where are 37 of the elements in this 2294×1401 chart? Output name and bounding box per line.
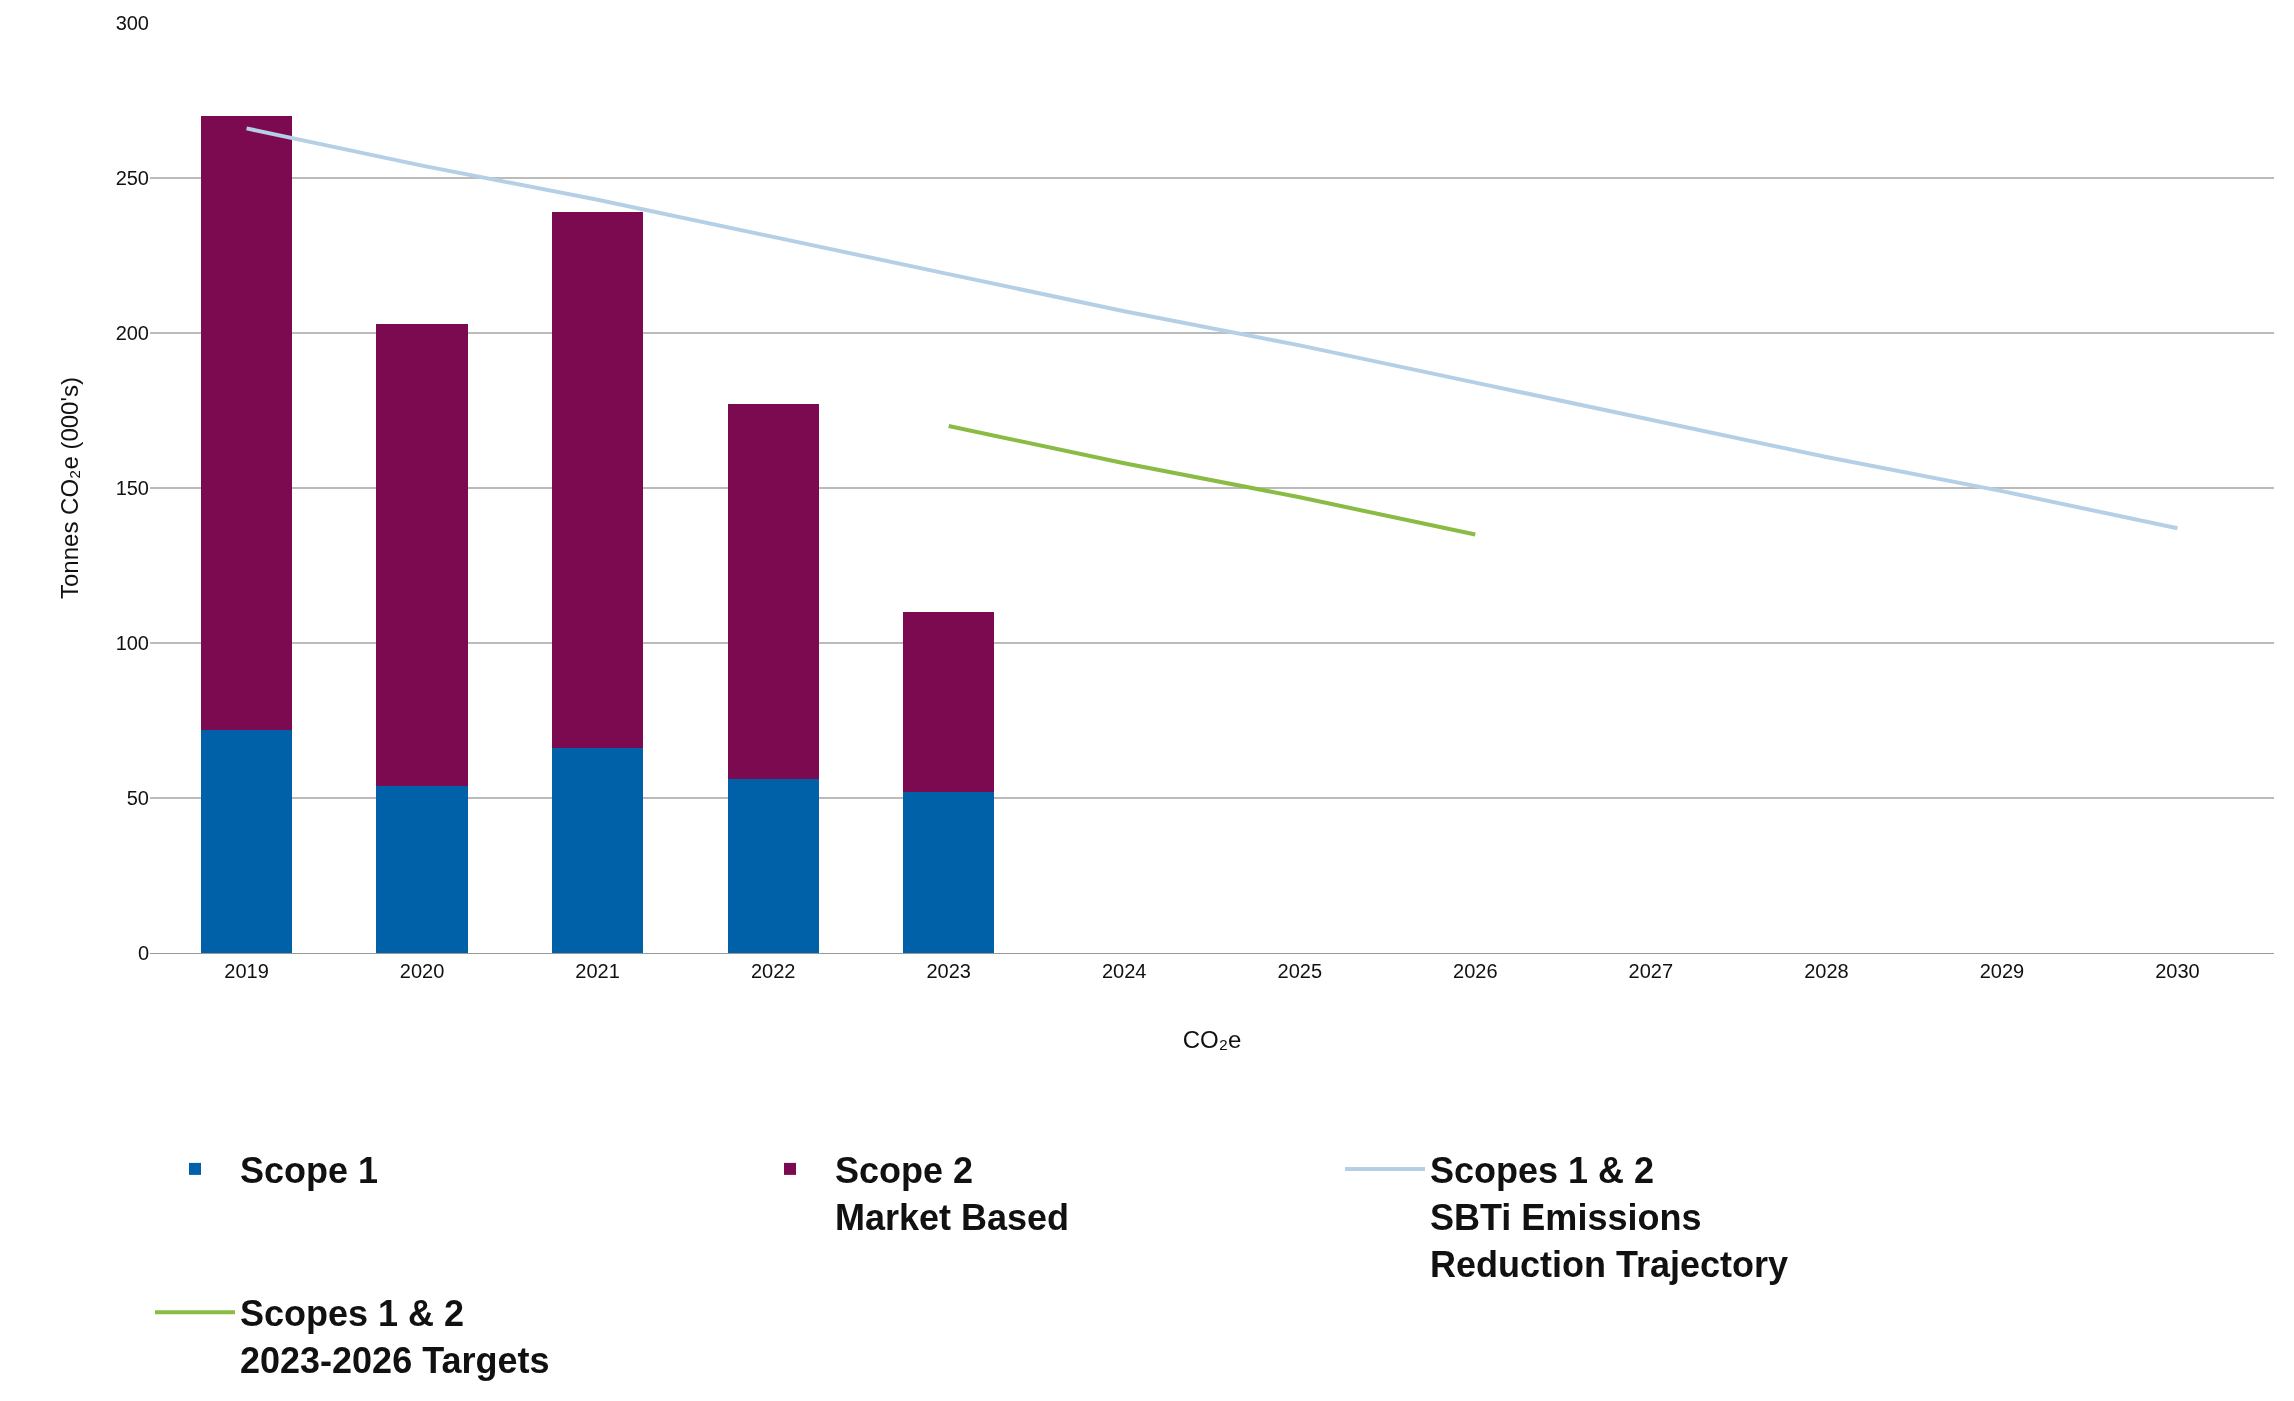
line-series — [946, 424, 1478, 537]
bar — [727, 404, 819, 780]
y-tick-label: 50 — [126, 787, 149, 809]
x-tick-label: 2022 — [750, 960, 796, 982]
y-tick-label: 150 — [115, 477, 149, 499]
bar — [376, 785, 468, 953]
x-tick-label: 2027 — [1628, 960, 1674, 982]
bar — [551, 748, 644, 953]
bar — [727, 779, 819, 953]
x-tick-label: 2024 — [1101, 960, 1147, 982]
x-tick-label: 2021 — [575, 960, 620, 982]
x-tick-label: 2026 — [1453, 960, 1498, 982]
bar — [551, 212, 644, 749]
legend-label: Scope 1 — [240, 1149, 379, 1191]
x-tick-label: 2019 — [224, 960, 269, 982]
bar — [903, 791, 995, 953]
y-axis-title: Tonnes CO₂e (000's) — [55, 377, 83, 599]
x-axis-title: CO₂e — [1182, 1026, 1242, 1054]
y-tick-label: 250 — [115, 167, 149, 189]
y-tick-label: 0 — [137, 942, 149, 964]
x-tick-label: 2029 — [1979, 960, 2025, 982]
bar — [200, 116, 293, 730]
legend-label: Scopes 1 & 2 SBTi Emissions Reduction Trajectory — [1430, 1149, 1789, 1285]
line-series — [244, 126, 2180, 531]
legend-label: Scopes 1 & 2 2023-2026 Targets — [240, 1293, 550, 1382]
y-tick-label: 100 — [115, 632, 149, 654]
x-tick-label: 2025 — [1277, 960, 1323, 982]
y-tick-label: 300 — [115, 12, 149, 34]
x-tick-label: 2020 — [399, 960, 445, 982]
x-tick-label: 2030 — [2155, 960, 2200, 982]
x-tick-label: 2023 — [926, 960, 971, 982]
bar — [200, 729, 293, 953]
legend-label: Scope 2 Market Based — [835, 1149, 1070, 1238]
y-tick-label: 200 — [115, 322, 149, 344]
bar — [376, 323, 468, 786]
x-tick-label: 2028 — [1804, 960, 1849, 982]
bar — [903, 612, 995, 792]
